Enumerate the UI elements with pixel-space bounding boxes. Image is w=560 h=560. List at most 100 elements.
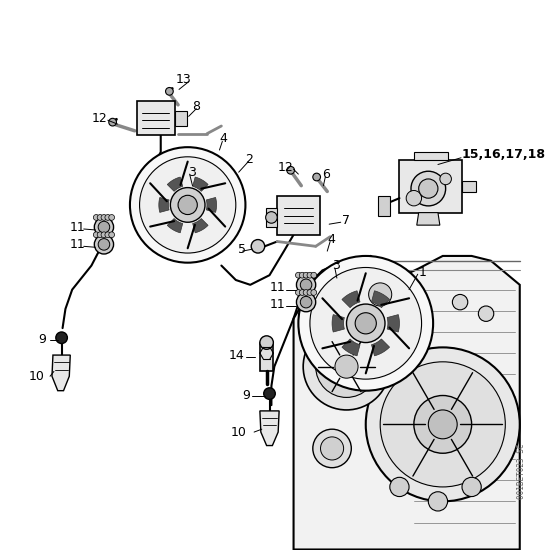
Polygon shape: [387, 315, 399, 332]
Circle shape: [335, 355, 358, 378]
Circle shape: [105, 214, 111, 220]
Polygon shape: [260, 411, 279, 446]
Text: 001BET023 SC: 001BET023 SC: [517, 444, 526, 499]
Bar: [137, 101, 175, 134]
Text: 5: 5: [238, 242, 246, 256]
Circle shape: [296, 290, 301, 296]
Circle shape: [260, 336, 273, 349]
Circle shape: [313, 429, 351, 468]
Text: 10: 10: [29, 370, 45, 382]
Text: 9: 9: [242, 389, 250, 402]
Circle shape: [97, 232, 103, 237]
Bar: [378, 196, 390, 216]
Circle shape: [264, 388, 276, 399]
Circle shape: [355, 312, 376, 334]
Circle shape: [98, 221, 110, 233]
Circle shape: [316, 336, 377, 398]
Polygon shape: [371, 291, 390, 307]
Circle shape: [101, 214, 107, 220]
Circle shape: [296, 272, 301, 278]
Circle shape: [94, 232, 99, 237]
Bar: [277, 196, 320, 235]
Text: 11: 11: [269, 281, 285, 294]
Text: 7: 7: [342, 214, 349, 227]
Circle shape: [139, 157, 236, 253]
Circle shape: [300, 290, 305, 296]
Circle shape: [251, 240, 265, 253]
Circle shape: [452, 295, 468, 310]
Circle shape: [97, 214, 103, 220]
Text: 14: 14: [229, 348, 245, 362]
Text: 8: 8: [193, 100, 200, 113]
Circle shape: [56, 332, 67, 343]
Text: 11: 11: [69, 221, 85, 234]
Circle shape: [94, 217, 114, 237]
Circle shape: [296, 292, 316, 312]
Polygon shape: [193, 177, 208, 192]
Polygon shape: [417, 213, 440, 225]
Polygon shape: [167, 218, 183, 233]
Polygon shape: [167, 177, 183, 192]
Circle shape: [296, 275, 316, 295]
Circle shape: [428, 492, 447, 511]
Bar: [462, 181, 477, 193]
Text: 3: 3: [332, 259, 340, 272]
Text: 2: 2: [245, 153, 253, 166]
Bar: [399, 160, 462, 213]
Text: 6: 6: [323, 167, 330, 181]
Circle shape: [310, 268, 422, 379]
Circle shape: [411, 171, 446, 206]
Text: 9: 9: [39, 333, 46, 346]
Circle shape: [303, 290, 309, 296]
Circle shape: [94, 214, 99, 220]
Circle shape: [307, 272, 313, 278]
Circle shape: [98, 239, 110, 250]
Circle shape: [462, 477, 481, 497]
Text: 15,16,17,18: 15,16,17,18: [462, 148, 546, 161]
Polygon shape: [159, 198, 169, 212]
Circle shape: [313, 173, 320, 181]
Circle shape: [368, 283, 392, 306]
Polygon shape: [293, 256, 520, 549]
Circle shape: [428, 410, 457, 439]
Polygon shape: [371, 339, 390, 356]
Text: 3: 3: [188, 166, 195, 179]
Bar: [175, 111, 186, 126]
Text: 11: 11: [269, 297, 285, 311]
Circle shape: [130, 147, 245, 263]
Circle shape: [94, 235, 114, 254]
Circle shape: [178, 195, 197, 214]
Text: 12: 12: [277, 161, 293, 174]
Circle shape: [265, 212, 277, 223]
Circle shape: [109, 118, 116, 126]
Text: 12: 12: [91, 112, 107, 125]
Bar: [260, 343, 273, 371]
Circle shape: [419, 179, 438, 198]
Circle shape: [406, 190, 422, 206]
Circle shape: [300, 279, 312, 291]
Circle shape: [300, 272, 305, 278]
Circle shape: [478, 306, 494, 321]
Circle shape: [303, 323, 390, 410]
Text: 13: 13: [175, 73, 191, 86]
Text: 1: 1: [419, 266, 427, 279]
Text: 10: 10: [231, 426, 247, 438]
Circle shape: [109, 214, 115, 220]
Circle shape: [307, 290, 313, 296]
Polygon shape: [332, 315, 344, 332]
Circle shape: [311, 272, 316, 278]
Text: 11: 11: [69, 238, 85, 251]
Polygon shape: [193, 218, 208, 233]
Circle shape: [347, 304, 385, 343]
Circle shape: [440, 173, 451, 185]
Circle shape: [361, 275, 399, 314]
Circle shape: [300, 296, 312, 308]
Circle shape: [170, 188, 205, 222]
Polygon shape: [342, 291, 360, 307]
Text: 4: 4: [327, 233, 335, 246]
Circle shape: [287, 166, 295, 174]
Circle shape: [320, 437, 344, 460]
Text: 4: 4: [220, 132, 227, 145]
Circle shape: [298, 256, 433, 391]
Circle shape: [380, 362, 505, 487]
